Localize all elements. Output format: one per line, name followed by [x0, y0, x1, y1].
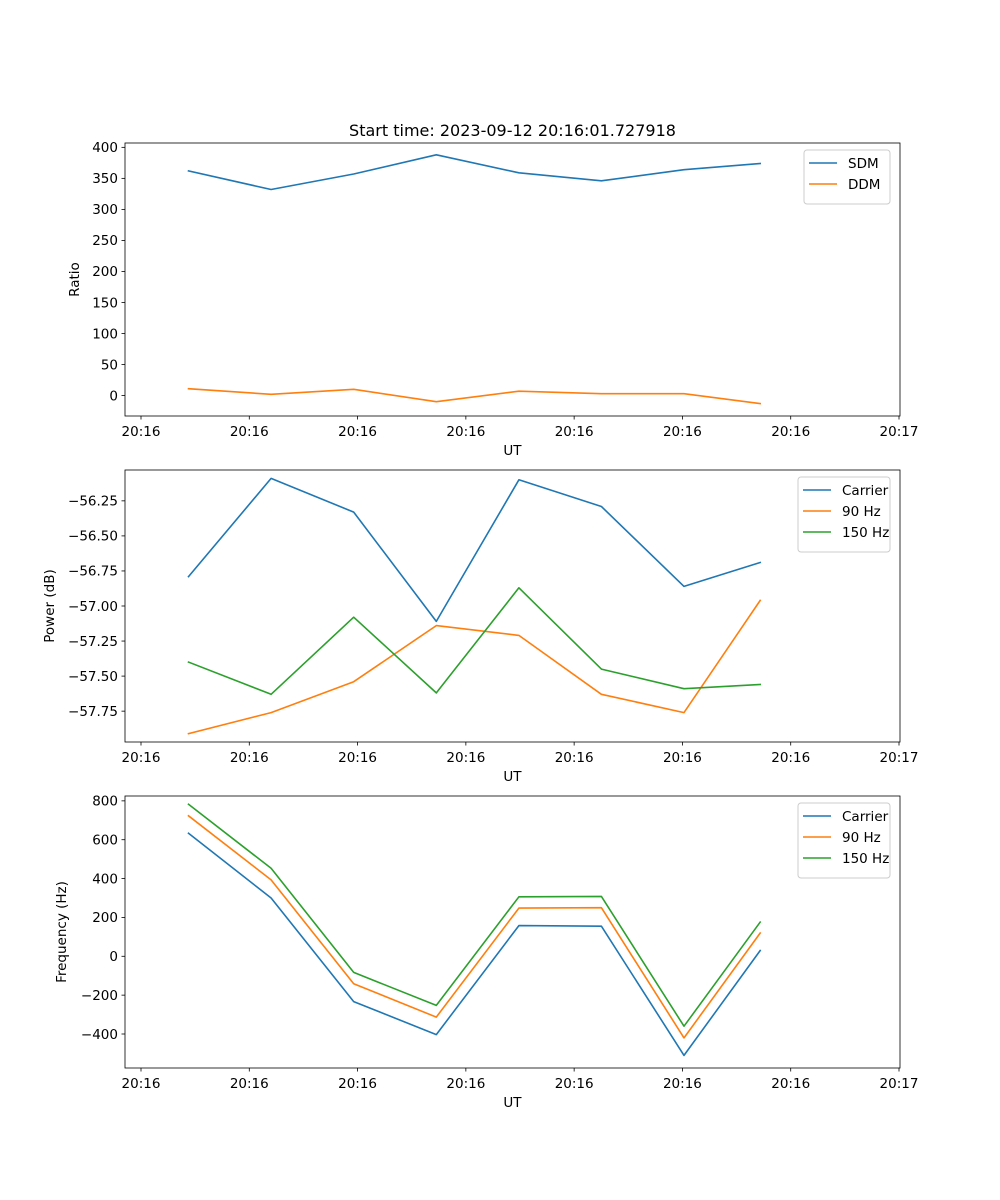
y-tick-label: −400 [81, 1027, 118, 1043]
legend-label: DDM [848, 177, 880, 193]
chart-panel-3: −400 −200 0 200 400 600 800 20:16 20:16 20:16 20:1… [54, 794, 918, 1111]
x-tick-label: 20:16 [555, 424, 594, 440]
y-tick-label: 250 [92, 233, 118, 249]
legend-label: Carrier [842, 483, 889, 499]
legend-box [797, 476, 891, 553]
y-tick-label: 400 [92, 140, 118, 156]
x-axis-label: UT [503, 443, 522, 459]
series-line-90-hz [187, 814, 762, 1039]
chart-panel-2: −57.75 −57.50 −57.25 −57.00 −56.75 −56.50 −56.… [42, 469, 919, 785]
legend: Carrier 90 Hz 150 Hz [797, 476, 891, 553]
legend-label: 90 Hz [842, 504, 881, 520]
series-line-90-hz [187, 599, 762, 735]
y-tick-label: −57.50 [68, 669, 118, 685]
y-tick-label: −56.75 [68, 564, 118, 580]
y-tick-label: 350 [92, 171, 118, 187]
y-tick-label: 200 [92, 910, 118, 926]
legend: Carrier 90 Hz 150 Hz [797, 802, 891, 879]
x-tick-label: 20:16 [122, 750, 161, 766]
y-tick-label: 300 [92, 202, 118, 218]
chart-title: Start time: 2023-09-12 20:16:01.727918 [349, 121, 676, 140]
y-tick-label: −56.25 [68, 494, 118, 510]
x-tick-label: 20:16 [555, 1076, 594, 1092]
legend-label: 150 Hz [842, 851, 889, 867]
y-tick-label: −56.50 [68, 529, 118, 545]
y-tick-label: 0 [109, 388, 118, 404]
series-line-ddm [187, 387, 762, 405]
x-tick-label: 20:16 [230, 424, 269, 440]
y-axis-label: Power (dB) [42, 569, 58, 642]
y-tick-label: 400 [92, 871, 118, 887]
series-line-150-hz [187, 803, 762, 1027]
series-line-carrier [187, 832, 762, 1057]
legend-label: Carrier [842, 809, 889, 825]
x-tick-label: 20:17 [880, 1076, 919, 1092]
y-tick-label: 150 [92, 295, 118, 311]
x-tick-label: 20:16 [122, 424, 161, 440]
y-tick-label: −57.25 [68, 634, 118, 650]
x-tick-label: 20:16 [555, 750, 594, 766]
legend-label: 150 Hz [842, 525, 889, 541]
axes-frame [124, 142, 901, 417]
x-tick-label: 20:16 [771, 1076, 810, 1092]
y-tick-label: 200 [92, 264, 118, 280]
x-tick-label: 20:16 [230, 1076, 269, 1092]
series-line-sdm [187, 154, 762, 191]
x-tick-label: 20:16 [663, 1076, 702, 1092]
y-tick-label: −200 [81, 988, 118, 1004]
x-tick-label: 20:16 [338, 1076, 377, 1092]
legend: SDM DDM [803, 149, 891, 205]
legend-label: 90 Hz [842, 830, 881, 846]
x-tick-label: 20:16 [771, 424, 810, 440]
x-tick-label: 20:16 [663, 424, 702, 440]
x-tick-label: 20:16 [338, 750, 377, 766]
x-tick-label: 20:16 [771, 750, 810, 766]
y-tick-label: −57.00 [68, 599, 118, 615]
x-tick-label: 20:17 [880, 424, 919, 440]
x-tick-label: 20:16 [446, 424, 485, 440]
y-tick-label: −57.75 [68, 704, 118, 720]
x-axis-label: UT [503, 769, 522, 785]
x-tick-label: 20:16 [230, 750, 269, 766]
y-tick-label: 800 [92, 794, 118, 810]
x-tick-label: 20:16 [663, 750, 702, 766]
y-tick-label: 50 [101, 357, 118, 373]
x-tick-label: 20:16 [446, 750, 485, 766]
series-line-150-hz [187, 586, 762, 696]
axes-frame [124, 795, 901, 1069]
y-axis-label: Ratio [67, 262, 83, 297]
x-tick-label: 20:16 [338, 424, 377, 440]
y-tick-label: 100 [92, 326, 118, 342]
x-tick-label: 20:16 [446, 1076, 485, 1092]
y-tick-label: 0 [109, 949, 118, 965]
y-tick-label: 600 [92, 833, 118, 849]
legend-box [797, 802, 891, 879]
x-axis-label: UT [503, 1095, 522, 1111]
series-line-carrier [187, 477, 762, 623]
axes-frame [124, 469, 901, 743]
x-tick-label: 20:17 [880, 750, 919, 766]
y-axis-label: Frequency (Hz) [54, 881, 70, 983]
legend-label: SDM [848, 156, 879, 172]
x-tick-label: 20:16 [122, 1076, 161, 1092]
chart-panel-1: Start time: 2023-09-12 20:16:01.727918 0 5… [67, 121, 918, 459]
